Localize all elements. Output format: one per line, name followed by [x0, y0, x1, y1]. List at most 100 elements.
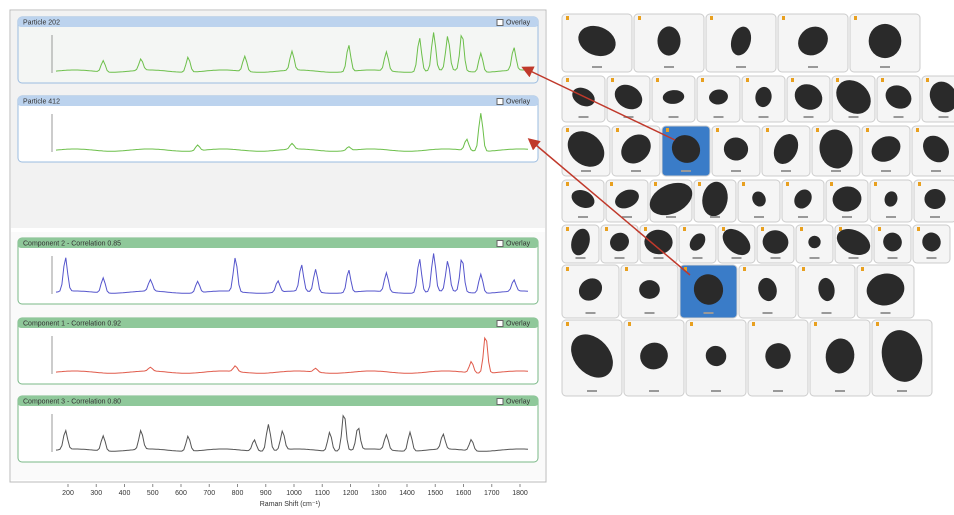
- tile-flag: [839, 227, 842, 231]
- particle-tile[interactable]: [562, 225, 599, 263]
- tile-caption: [631, 170, 641, 172]
- overlay-checkbox[interactable]: [497, 321, 503, 327]
- tile-caption: [831, 170, 841, 172]
- tile-flag: [800, 227, 803, 231]
- particle-tile[interactable]: [810, 320, 870, 396]
- particle-tile[interactable]: [778, 14, 848, 72]
- particle-tile[interactable]: [606, 180, 648, 222]
- tile-caption: [930, 216, 940, 218]
- particle-tile[interactable]: [562, 14, 632, 72]
- particle-tile[interactable]: [870, 180, 912, 222]
- tile-flag: [605, 227, 608, 231]
- particle-tile[interactable]: [640, 225, 677, 263]
- overlay-label: Overlay: [506, 320, 531, 327]
- particle-tile[interactable]: [686, 320, 746, 396]
- particle-tile[interactable]: [812, 126, 860, 176]
- tile-caption: [897, 390, 907, 392]
- tile-flag: [814, 322, 817, 326]
- particle-tile[interactable]: [762, 126, 810, 176]
- particle-tile[interactable]: [652, 76, 695, 122]
- particle-tile[interactable]: [561, 124, 612, 176]
- tile-caption: [781, 170, 791, 172]
- overlay-checkbox[interactable]: [497, 241, 503, 247]
- particle-tile[interactable]: [748, 320, 808, 396]
- x-tick-label: 200: [62, 490, 74, 497]
- particle-tile[interactable]: [607, 76, 650, 122]
- x-tick-label: 500: [147, 490, 159, 497]
- x-tick-label: 900: [260, 490, 272, 497]
- tile-flag: [791, 78, 794, 82]
- particle-tile[interactable]: [862, 126, 910, 176]
- particle-tile[interactable]: [872, 320, 932, 396]
- particle-tile[interactable]: [624, 320, 684, 396]
- particle-tile[interactable]: [679, 225, 716, 263]
- particle-tile[interactable]: [826, 180, 868, 222]
- particle-tile[interactable]: [829, 73, 877, 122]
- particle-tile[interactable]: [612, 126, 660, 176]
- tile-caption: [771, 257, 781, 259]
- tile-flag: [816, 128, 819, 132]
- particle-tile[interactable]: [757, 225, 794, 263]
- particle-tile[interactable]: [738, 180, 780, 222]
- tile-flag: [716, 128, 719, 132]
- tile-flag: [782, 16, 785, 20]
- particle-tile[interactable]: [739, 265, 796, 318]
- particle-tile[interactable]: [798, 265, 855, 318]
- particle-tile[interactable]: [914, 180, 954, 222]
- tile-caption: [881, 312, 891, 314]
- particle-tile[interactable]: [718, 224, 756, 263]
- particle-tile[interactable]: [833, 224, 875, 263]
- x-tick-label: 400: [119, 490, 131, 497]
- particle-tile[interactable]: [562, 320, 622, 396]
- panel-header: [18, 17, 538, 27]
- tile-flag: [830, 182, 833, 186]
- particle-tile[interactable]: [787, 76, 830, 122]
- particle-tile[interactable]: [694, 180, 736, 222]
- particle-tile[interactable]: [857, 265, 914, 318]
- overlay-label: Overlay: [506, 398, 531, 405]
- x-tick-label: 1800: [512, 490, 528, 497]
- x-tick-label: 1300: [371, 490, 387, 497]
- particle-tile[interactable]: [706, 14, 776, 72]
- particle-tile[interactable]: [796, 225, 833, 263]
- particle-tile[interactable]: [922, 76, 954, 122]
- tile-flag: [746, 78, 749, 82]
- tile-caption: [622, 216, 632, 218]
- particle-tile[interactable]: [621, 265, 678, 318]
- tile-caption: [669, 116, 679, 118]
- tile-flag: [802, 267, 805, 271]
- particle-tile[interactable]: [645, 176, 698, 222]
- particle-tile[interactable]: [712, 126, 760, 176]
- particle-tile[interactable]: [601, 225, 638, 263]
- tile-caption: [615, 257, 625, 259]
- x-tick-label: 1000: [286, 490, 302, 497]
- particle-tile[interactable]: [742, 76, 785, 122]
- particle-tile[interactable]: [874, 225, 911, 263]
- particle-tile[interactable]: [562, 76, 605, 122]
- tile-flag: [566, 16, 569, 20]
- tile-caption: [592, 66, 602, 68]
- tile-flag: [854, 16, 857, 20]
- overlay-checkbox[interactable]: [497, 99, 503, 105]
- particle-tile[interactable]: [912, 126, 954, 176]
- particle-tile[interactable]: [782, 180, 824, 222]
- particle-tile[interactable]: [877, 76, 920, 122]
- particle-tile[interactable]: [850, 14, 920, 72]
- tile-caption: [681, 170, 691, 172]
- particle-tile[interactable]: [697, 76, 740, 122]
- particle-tile[interactable]: [562, 180, 604, 222]
- panel-title: Component 1 - Correlation 0.92: [23, 320, 121, 327]
- overlay-checkbox[interactable]: [497, 20, 503, 26]
- particle-tile[interactable]: [634, 14, 704, 72]
- tile-flag: [566, 182, 569, 186]
- particle-tile[interactable]: [562, 265, 619, 318]
- overlay-checkbox[interactable]: [497, 399, 503, 405]
- overlay-label: Overlay: [506, 240, 531, 247]
- tile-caption: [704, 312, 714, 314]
- tile-flag: [761, 227, 764, 231]
- tile-flag: [610, 182, 613, 186]
- tile-flag: [876, 322, 879, 326]
- particle-tile[interactable]: [913, 225, 950, 263]
- tile-flag: [625, 267, 628, 271]
- particle-tile[interactable]: [662, 126, 710, 176]
